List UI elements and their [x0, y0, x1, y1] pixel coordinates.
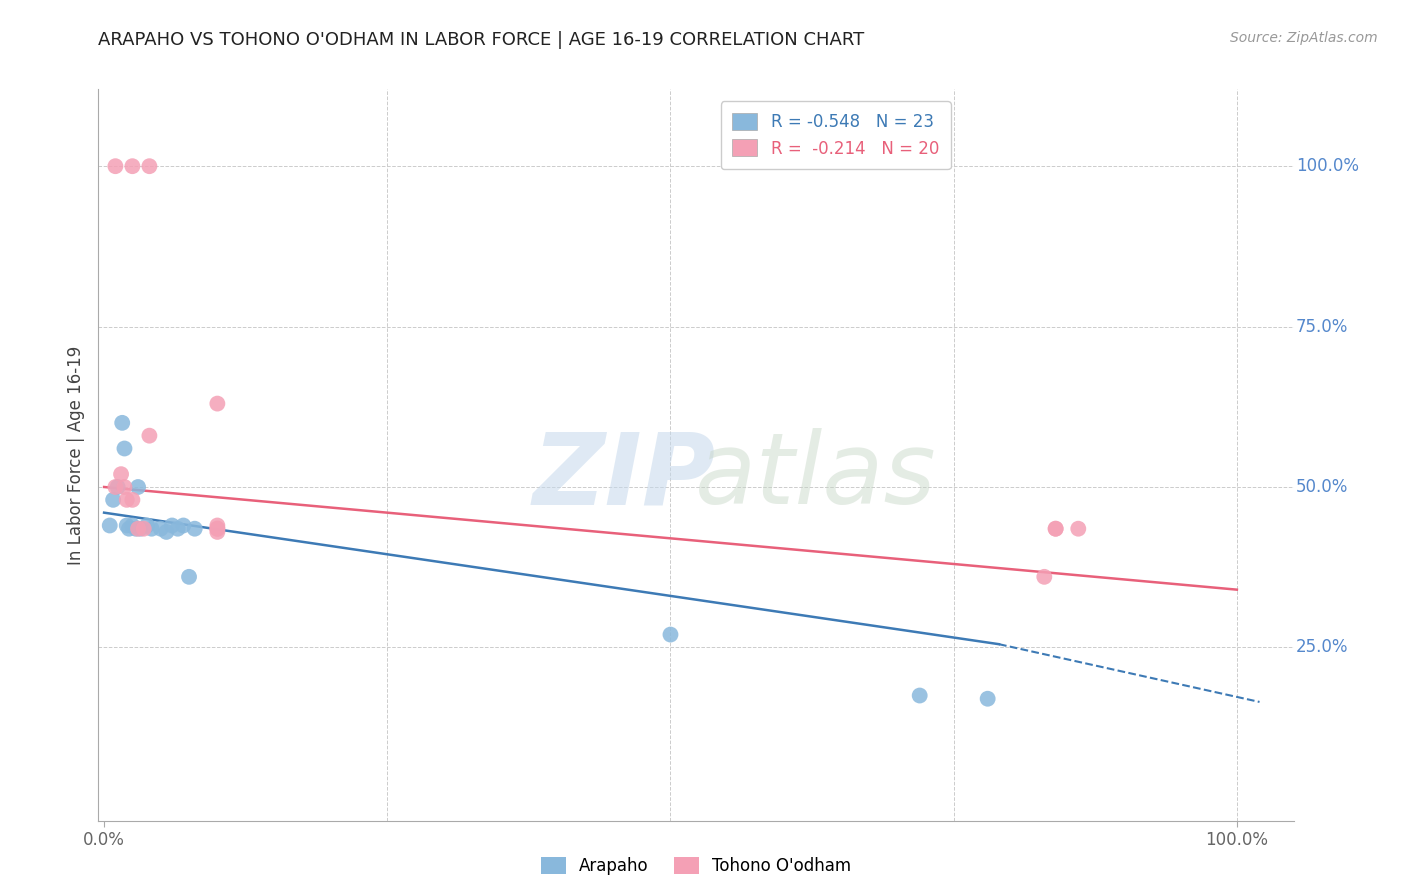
- Point: [101, 492, 124, 507]
- Point: [121, 159, 143, 173]
- Text: atlas: atlas: [695, 428, 936, 525]
- Point: [155, 524, 177, 539]
- Point: [115, 518, 138, 533]
- Point: [138, 428, 160, 442]
- Point: [1033, 570, 1056, 584]
- Point: [104, 159, 127, 173]
- Point: [132, 522, 155, 536]
- Point: [138, 159, 160, 173]
- Point: [908, 689, 931, 703]
- Point: [183, 522, 205, 536]
- Point: [118, 522, 141, 536]
- Point: [114, 480, 136, 494]
- Point: [121, 492, 143, 507]
- Point: [125, 522, 148, 536]
- Point: [98, 518, 121, 533]
- Point: [1045, 522, 1067, 536]
- Point: [104, 480, 127, 494]
- Point: [127, 480, 149, 494]
- Text: ZIP: ZIP: [533, 428, 716, 525]
- Text: 75.0%: 75.0%: [1296, 318, 1348, 335]
- Point: [107, 480, 129, 494]
- Point: [1067, 522, 1090, 536]
- Point: [136, 518, 159, 533]
- Point: [177, 570, 200, 584]
- Text: Source: ZipAtlas.com: Source: ZipAtlas.com: [1230, 31, 1378, 45]
- Text: ARAPAHO VS TOHONO O'ODHAM IN LABOR FORCE | AGE 16-19 CORRELATION CHART: ARAPAHO VS TOHONO O'ODHAM IN LABOR FORCE…: [98, 31, 865, 49]
- Point: [115, 492, 138, 507]
- Point: [111, 416, 134, 430]
- Point: [207, 396, 229, 410]
- Point: [207, 524, 229, 539]
- Text: 50.0%: 50.0%: [1296, 478, 1348, 496]
- Point: [976, 691, 998, 706]
- Legend: Arapaho, Tohono O'odham: Arapaho, Tohono O'odham: [534, 850, 858, 882]
- Point: [1045, 522, 1067, 536]
- Point: [207, 522, 229, 536]
- Point: [172, 518, 194, 533]
- Text: 25.0%: 25.0%: [1296, 639, 1348, 657]
- Point: [110, 467, 132, 482]
- Point: [160, 518, 183, 533]
- Point: [207, 522, 229, 536]
- Y-axis label: In Labor Force | Age 16-19: In Labor Force | Age 16-19: [66, 345, 84, 565]
- Point: [121, 518, 143, 533]
- Point: [141, 522, 163, 536]
- Point: [166, 522, 188, 536]
- Point: [149, 522, 172, 536]
- Point: [207, 518, 229, 533]
- Point: [114, 442, 136, 456]
- Point: [129, 522, 152, 536]
- Text: 100.0%: 100.0%: [1296, 157, 1358, 175]
- Point: [127, 522, 149, 536]
- Point: [659, 627, 682, 641]
